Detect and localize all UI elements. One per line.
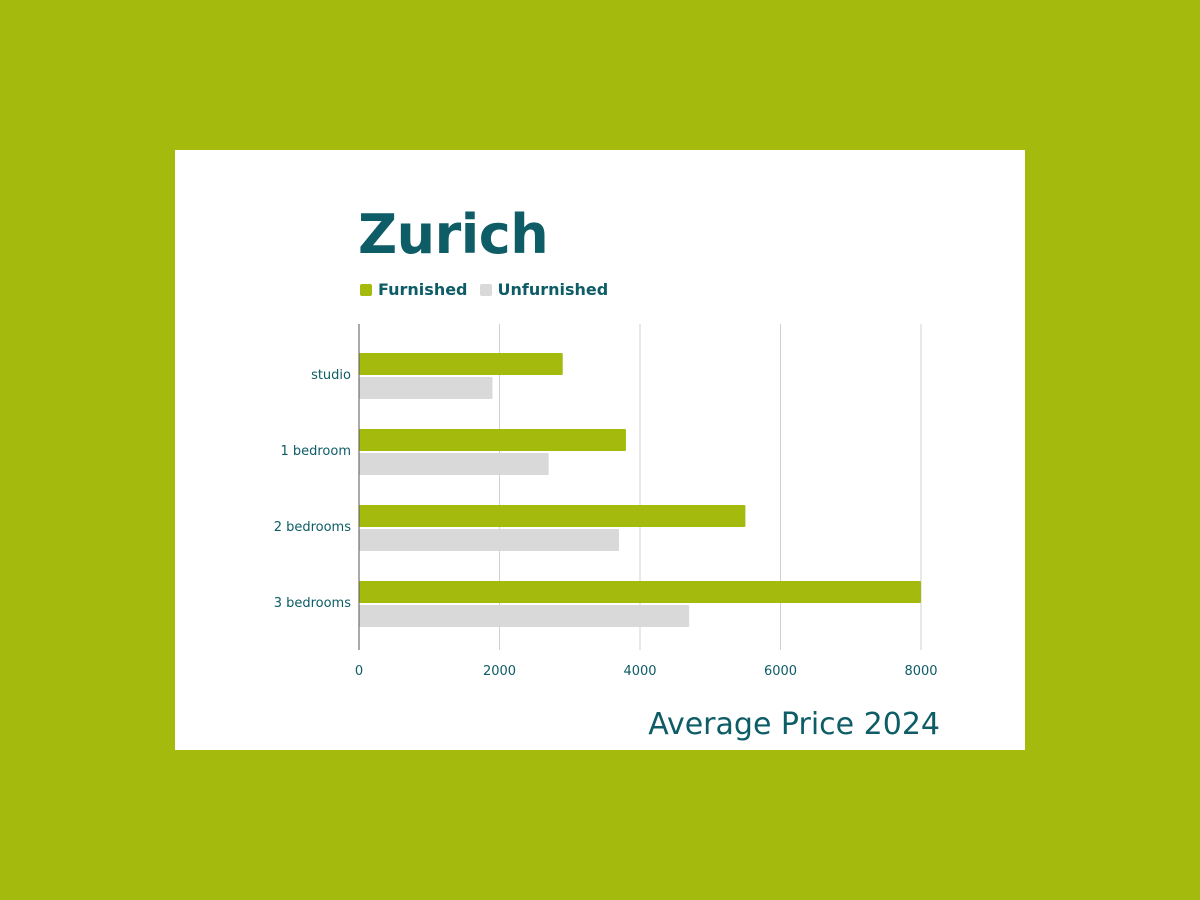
legend-item-unfurnished: Unfurnished (479, 280, 609, 299)
chart-card: Zurich Furnished Unfurnished 0 2000 4000 60… (175, 150, 1025, 750)
bar-unfurnished-2-bedrooms (359, 529, 619, 551)
y-tick-label-3-bedrooms: 3 bedrooms (274, 596, 352, 611)
chart-subtitle: Average Price 2024 (648, 707, 940, 742)
bar-chart: 0 2000 4000 6000 8000 studio 1 bedroom 2 bedroo… (274, 324, 938, 679)
legend-item-furnished: Furnished (360, 280, 468, 299)
legend-label-furnished: Furnished (378, 280, 468, 299)
y-tick-label-1-bedroom: 1 bedroom (280, 444, 351, 459)
chart-title: Zurich (358, 203, 549, 266)
x-tick-label-4000: 4000 (623, 664, 656, 679)
bar-unfurnished-1-bedroom (359, 453, 549, 475)
bar-furnished-2-bedrooms (359, 505, 746, 527)
x-tick-label-0: 0 (355, 664, 363, 679)
chart-legend: Furnished Unfurnished (360, 280, 620, 299)
legend-label-unfurnished: Unfurnished (497, 280, 609, 299)
bar-furnished-1-bedroom (359, 429, 626, 451)
x-tick-label-8000: 8000 (904, 664, 937, 679)
x-tick-label-2000: 2000 (483, 664, 516, 679)
y-tick-label-studio: studio (311, 368, 351, 383)
legend-swatch-unfurnished (479, 283, 492, 296)
bar-furnished-studio (359, 353, 563, 375)
legend-swatch-furnished (360, 283, 372, 296)
bar-furnished-3-bedrooms (359, 581, 921, 603)
bar-unfurnished-studio (359, 377, 493, 399)
y-tick-label-2-bedrooms: 2 bedrooms (274, 520, 352, 535)
bar-unfurnished-3-bedrooms (359, 605, 690, 627)
x-tick-label-6000: 6000 (764, 664, 797, 679)
